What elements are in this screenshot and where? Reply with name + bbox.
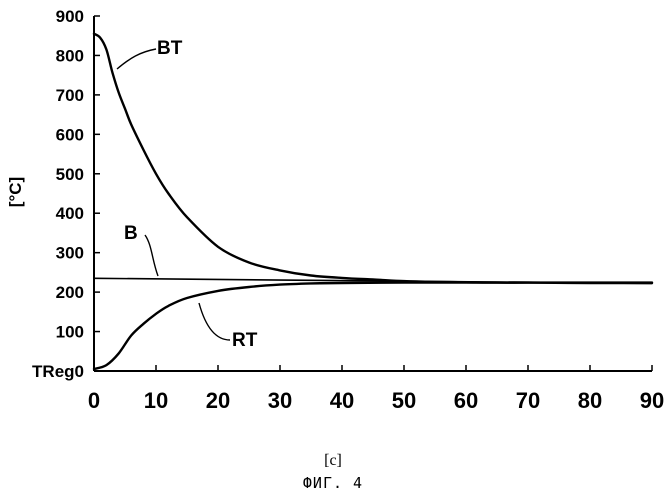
y-tick-label: 800	[56, 46, 84, 65]
series-label-rt-leader	[199, 303, 230, 340]
x-tick-label: 30	[268, 388, 292, 413]
x-tick-label: 90	[640, 388, 664, 413]
x-axis-label: [c]	[0, 452, 666, 470]
x-tick-label: 50	[392, 388, 416, 413]
ticks-layer: 0 10 20 30 40 50 60 70 80 90 TReg0 100 200 300 400 500 6…	[32, 7, 664, 413]
x-tick-label: 20	[206, 388, 230, 413]
series-label-bt-leader	[117, 49, 156, 69]
x-tick-label: 60	[454, 388, 478, 413]
y-tick-label: 700	[56, 86, 84, 105]
figure-label: ФИГ. 4	[0, 474, 666, 492]
series-label-b: B	[124, 223, 138, 244]
y-tick-label: 900	[56, 7, 84, 26]
y-tick-label: 400	[56, 204, 84, 223]
y-tick-label: 100	[56, 323, 84, 342]
y-tick-label: TReg0	[32, 362, 84, 381]
series-label-b-leader	[145, 235, 158, 276]
x-tick-label: 80	[578, 388, 602, 413]
series-layer	[94, 34, 652, 369]
y-tick-label: 600	[56, 125, 84, 144]
series-line-rt	[94, 283, 652, 369]
series-label-rt: RT	[232, 330, 258, 351]
y-tick-label: 500	[56, 165, 84, 184]
y-tick-label: 300	[56, 244, 84, 263]
series-label-bt: BT	[157, 38, 183, 59]
x-tick-label: 10	[144, 388, 168, 413]
x-tick-label: 40	[330, 388, 354, 413]
y-tick-label: 200	[56, 283, 84, 302]
series-line-bt	[94, 34, 652, 283]
y-axis-label: [°C]	[6, 177, 25, 207]
x-tick-label: 70	[516, 388, 540, 413]
x-tick-label: 0	[88, 388, 100, 413]
